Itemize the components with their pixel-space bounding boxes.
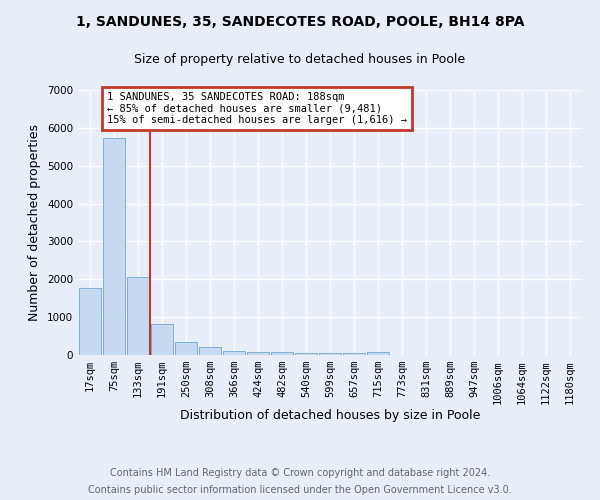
Bar [103, 138, 125, 355]
Bar [295, 352, 317, 355]
Bar [127, 278, 149, 355]
Bar [367, 352, 389, 355]
Bar [319, 353, 341, 355]
Text: Size of property relative to detached houses in Poole: Size of property relative to detached ho… [134, 52, 466, 66]
Bar [175, 342, 197, 355]
Y-axis label: Number of detached properties: Number of detached properties [28, 124, 41, 321]
Bar [151, 324, 173, 355]
Text: Contains HM Land Registry data © Crown copyright and database right 2024.: Contains HM Land Registry data © Crown c… [110, 468, 490, 477]
Text: 1 SANDUNES, 35 SANDECOTES ROAD: 188sqm
← 85% of detached houses are smaller (9,4: 1 SANDUNES, 35 SANDECOTES ROAD: 188sqm ←… [107, 92, 407, 125]
Text: 1, SANDUNES, 35, SANDECOTES ROAD, POOLE, BH14 8PA: 1, SANDUNES, 35, SANDECOTES ROAD, POOLE,… [76, 15, 524, 29]
Bar [271, 352, 293, 355]
Bar [247, 352, 269, 355]
Text: Contains public sector information licensed under the Open Government Licence v3: Contains public sector information licen… [88, 485, 512, 495]
X-axis label: Distribution of detached houses by size in Poole: Distribution of detached houses by size … [180, 409, 480, 422]
Bar [343, 353, 365, 355]
Bar [79, 288, 101, 355]
Bar [223, 350, 245, 355]
Bar [199, 348, 221, 355]
